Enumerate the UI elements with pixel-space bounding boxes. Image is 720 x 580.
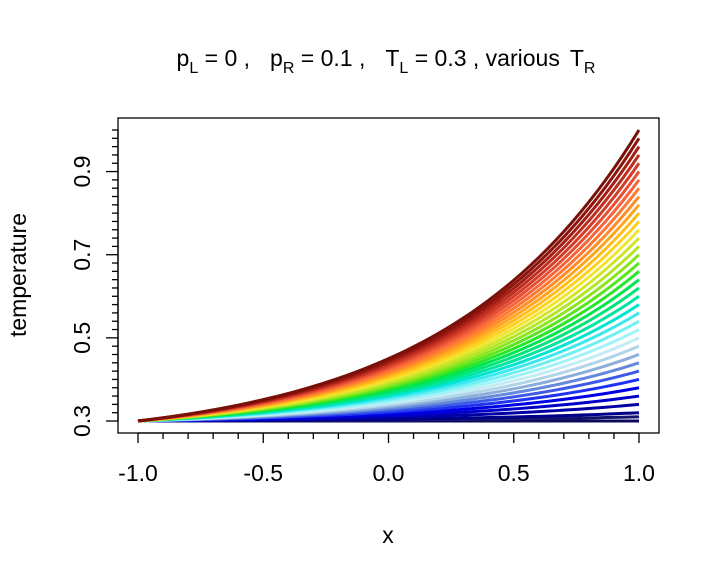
series-group [137, 129, 641, 423]
x-tick-label: 1.0 [623, 460, 655, 486]
y-axis-title: temperature [5, 213, 31, 337]
x-axis: -1.0 -0.5 0.0 0.5 1.0 [118, 432, 655, 486]
y-tick-label: 0.7 [69, 239, 95, 271]
x-tick-label: 0.0 [373, 460, 405, 486]
y-tick-label: 0.5 [69, 322, 95, 354]
x-tick-label: -0.5 [243, 460, 283, 486]
y-tick-label: 0.9 [69, 156, 95, 188]
y-axis: 0.3 0.5 0.7 0.9 [69, 129, 119, 437]
series-line-36 [137, 129, 641, 423]
x-tick-label: -1.0 [118, 460, 158, 486]
y-tick-label: 0.3 [69, 405, 95, 437]
chart-title: pL = 0 , pR = 0.1 , TL = 0.3 , various TR [177, 45, 596, 77]
x-tick-label: 0.5 [498, 460, 530, 486]
x-axis-title: x [382, 522, 394, 548]
